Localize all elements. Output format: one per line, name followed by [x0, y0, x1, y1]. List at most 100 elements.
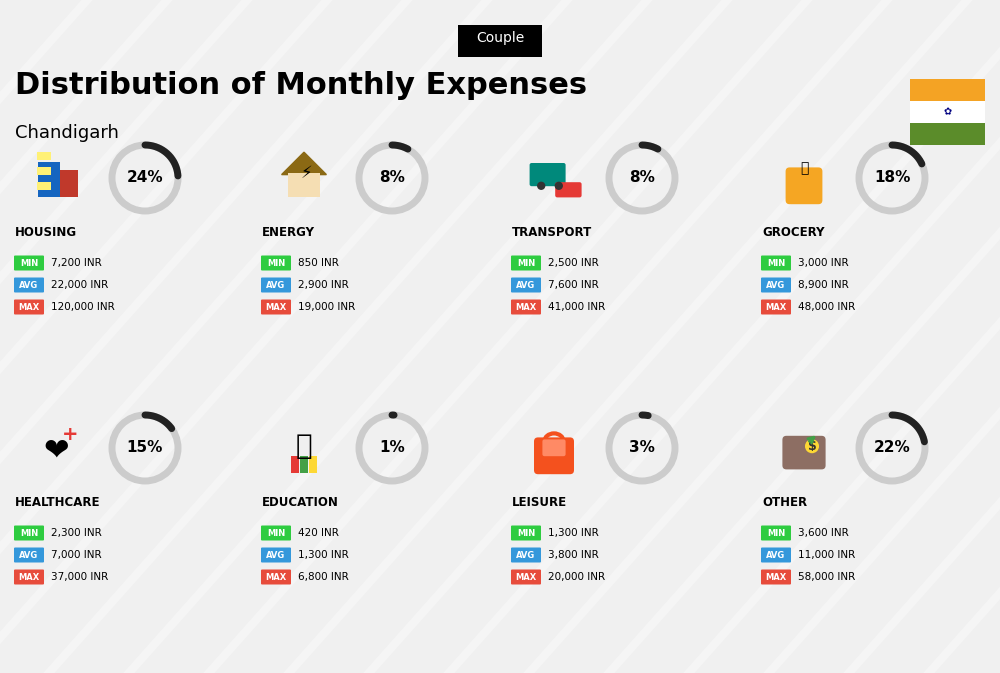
- Text: +: +: [62, 425, 78, 444]
- FancyBboxPatch shape: [910, 79, 985, 101]
- Text: AVG: AVG: [766, 281, 786, 289]
- Text: 8,900 INR: 8,900 INR: [798, 280, 849, 290]
- FancyBboxPatch shape: [38, 162, 60, 197]
- Text: 3,600 INR: 3,600 INR: [798, 528, 849, 538]
- FancyBboxPatch shape: [261, 299, 291, 314]
- Circle shape: [805, 439, 819, 453]
- Text: MIN: MIN: [20, 258, 38, 267]
- Text: 37,000 INR: 37,000 INR: [51, 572, 108, 582]
- FancyBboxPatch shape: [14, 548, 44, 563]
- FancyBboxPatch shape: [14, 256, 44, 271]
- FancyBboxPatch shape: [555, 182, 582, 197]
- FancyBboxPatch shape: [511, 526, 541, 540]
- Polygon shape: [282, 152, 326, 174]
- Text: AVG: AVG: [266, 551, 286, 559]
- FancyBboxPatch shape: [786, 168, 822, 204]
- Text: OTHER: OTHER: [762, 497, 807, 509]
- Text: 41,000 INR: 41,000 INR: [548, 302, 605, 312]
- FancyBboxPatch shape: [761, 277, 791, 293]
- FancyBboxPatch shape: [14, 526, 44, 540]
- FancyBboxPatch shape: [530, 163, 566, 186]
- FancyBboxPatch shape: [14, 569, 44, 584]
- Text: 850 INR: 850 INR: [298, 258, 339, 268]
- FancyBboxPatch shape: [261, 526, 291, 540]
- FancyBboxPatch shape: [261, 569, 291, 584]
- FancyBboxPatch shape: [458, 25, 542, 57]
- FancyBboxPatch shape: [14, 299, 44, 314]
- Text: 420 INR: 420 INR: [298, 528, 339, 538]
- Text: 24%: 24%: [127, 170, 163, 186]
- FancyBboxPatch shape: [761, 548, 791, 563]
- Text: MAX: MAX: [18, 302, 40, 312]
- FancyBboxPatch shape: [60, 170, 78, 197]
- Text: ENERGY: ENERGY: [262, 227, 315, 240]
- Text: 8%: 8%: [379, 170, 405, 186]
- Text: LEISURE: LEISURE: [512, 497, 567, 509]
- Text: MIN: MIN: [517, 528, 535, 538]
- Text: HOUSING: HOUSING: [15, 227, 77, 240]
- Text: MAX: MAX: [515, 573, 537, 581]
- Text: 🥬: 🥬: [800, 162, 808, 175]
- FancyBboxPatch shape: [43, 167, 51, 175]
- Text: MIN: MIN: [20, 528, 38, 538]
- FancyBboxPatch shape: [511, 277, 541, 293]
- FancyBboxPatch shape: [261, 256, 291, 271]
- Text: 2,300 INR: 2,300 INR: [51, 528, 102, 538]
- Text: 3,800 INR: 3,800 INR: [548, 550, 599, 560]
- FancyBboxPatch shape: [511, 299, 541, 314]
- Circle shape: [555, 182, 563, 190]
- Text: HEALTHCARE: HEALTHCARE: [15, 497, 100, 509]
- FancyBboxPatch shape: [761, 299, 791, 314]
- Text: 18%: 18%: [874, 170, 910, 186]
- Text: 6,800 INR: 6,800 INR: [298, 572, 349, 582]
- FancyBboxPatch shape: [761, 526, 791, 540]
- Text: MIN: MIN: [267, 258, 285, 267]
- Text: MAX: MAX: [765, 573, 787, 581]
- Text: MIN: MIN: [517, 258, 535, 267]
- Text: MAX: MAX: [18, 573, 40, 581]
- Text: 15%: 15%: [127, 441, 163, 456]
- Text: 120,000 INR: 120,000 INR: [51, 302, 115, 312]
- FancyBboxPatch shape: [291, 456, 299, 473]
- FancyBboxPatch shape: [261, 548, 291, 563]
- Text: Chandigarh: Chandigarh: [15, 124, 119, 142]
- Text: MIN: MIN: [267, 528, 285, 538]
- Text: 7,000 INR: 7,000 INR: [51, 550, 102, 560]
- Text: 8%: 8%: [629, 170, 655, 186]
- Circle shape: [537, 182, 545, 190]
- Text: AVG: AVG: [19, 551, 39, 559]
- FancyBboxPatch shape: [43, 182, 51, 190]
- Text: 7,600 INR: 7,600 INR: [548, 280, 599, 290]
- Text: ✿: ✿: [943, 107, 952, 117]
- Text: MIN: MIN: [767, 528, 785, 538]
- Text: ❤️: ❤️: [44, 437, 70, 466]
- Text: EDUCATION: EDUCATION: [262, 497, 339, 509]
- Text: TRANSPORT: TRANSPORT: [512, 227, 592, 240]
- FancyBboxPatch shape: [910, 123, 985, 145]
- FancyBboxPatch shape: [309, 456, 317, 473]
- Text: 7,200 INR: 7,200 INR: [51, 258, 102, 268]
- FancyBboxPatch shape: [511, 256, 541, 271]
- Text: 1,300 INR: 1,300 INR: [298, 550, 349, 560]
- FancyBboxPatch shape: [542, 439, 566, 456]
- Text: MAX: MAX: [765, 302, 787, 312]
- Text: ⚡: ⚡: [300, 164, 312, 182]
- Text: 2,900 INR: 2,900 INR: [298, 280, 349, 290]
- Text: MAX: MAX: [265, 573, 287, 581]
- FancyBboxPatch shape: [261, 277, 291, 293]
- Text: Couple: Couple: [476, 31, 524, 45]
- Text: 3%: 3%: [629, 441, 655, 456]
- FancyBboxPatch shape: [14, 277, 44, 293]
- FancyBboxPatch shape: [511, 548, 541, 563]
- Text: MAX: MAX: [515, 302, 537, 312]
- Text: 1,300 INR: 1,300 INR: [548, 528, 599, 538]
- FancyBboxPatch shape: [288, 173, 320, 197]
- Text: 2,500 INR: 2,500 INR: [548, 258, 599, 268]
- Text: 48,000 INR: 48,000 INR: [798, 302, 855, 312]
- Text: 19,000 INR: 19,000 INR: [298, 302, 355, 312]
- FancyBboxPatch shape: [37, 167, 45, 175]
- FancyBboxPatch shape: [37, 182, 45, 190]
- Text: AVG: AVG: [516, 551, 536, 559]
- Text: 22,000 INR: 22,000 INR: [51, 280, 108, 290]
- Text: 🎓: 🎓: [296, 432, 312, 460]
